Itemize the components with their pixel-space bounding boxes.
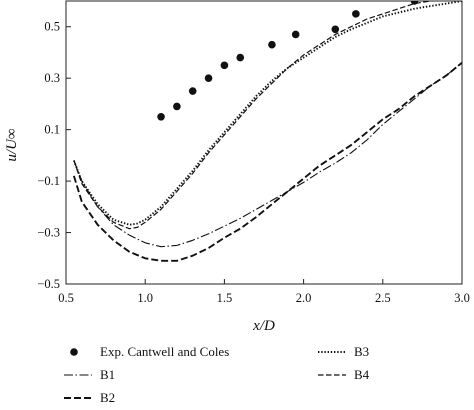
x-axis-title: x/D <box>252 318 275 334</box>
legend-marker-exp-cantwell-and-coles <box>70 348 78 356</box>
series-line-b4 <box>73 1 435 230</box>
legend-label-b4: B4 <box>354 367 370 382</box>
x-tick-label: 0.5 <box>58 291 74 305</box>
data-point-exp-cantwell-and-coles <box>157 112 165 121</box>
plot-frame <box>65 0 463 285</box>
legend-label-b3: B3 <box>354 344 369 359</box>
legend-label-exp-cantwell-and-coles: Exp. Cantwell and Coles <box>100 344 229 359</box>
data-point-exp-cantwell-and-coles <box>236 53 245 62</box>
legend-label-b1: B1 <box>100 367 115 382</box>
series-line-b1 <box>73 62 462 248</box>
data-point-exp-cantwell-and-coles <box>291 30 300 39</box>
data-point-exp-cantwell-and-coles <box>352 10 360 18</box>
y-axis-title: u/U∞ <box>4 128 20 162</box>
series-line-b2 <box>72 61 462 262</box>
x-tick-label: 1.5 <box>217 291 233 305</box>
y-tick-label: 0.5 <box>44 20 60 34</box>
y-tick-label: −0.3 <box>37 226 60 240</box>
x-tick-label: 1.0 <box>137 291 153 305</box>
data-point-exp-cantwell-and-coles <box>188 87 197 95</box>
data-point-exp-cantwell-and-coles <box>173 102 181 111</box>
data-point-exp-cantwell-and-coles <box>204 74 213 82</box>
y-tick-label: 0.3 <box>44 71 60 85</box>
x-tick-label: 2.5 <box>375 291 391 305</box>
data-point-exp-cantwell-and-coles <box>220 61 229 70</box>
data-point-exp-cantwell-and-coles <box>331 25 340 34</box>
y-axis-title-group: u/U∞ <box>4 128 20 162</box>
series-line-b3 <box>73 1 462 226</box>
x-tick-label: 2.0 <box>296 291 312 305</box>
x-tick-label: 3.0 <box>454 291 470 305</box>
y-tick-label: −0.5 <box>37 277 60 291</box>
data-point-exp-cantwell-and-coles <box>268 40 276 49</box>
y-tick-label: 0.1 <box>44 123 60 137</box>
y-tick-label: −0.1 <box>37 174 60 188</box>
legend-label-b2: B2 <box>100 390 115 405</box>
